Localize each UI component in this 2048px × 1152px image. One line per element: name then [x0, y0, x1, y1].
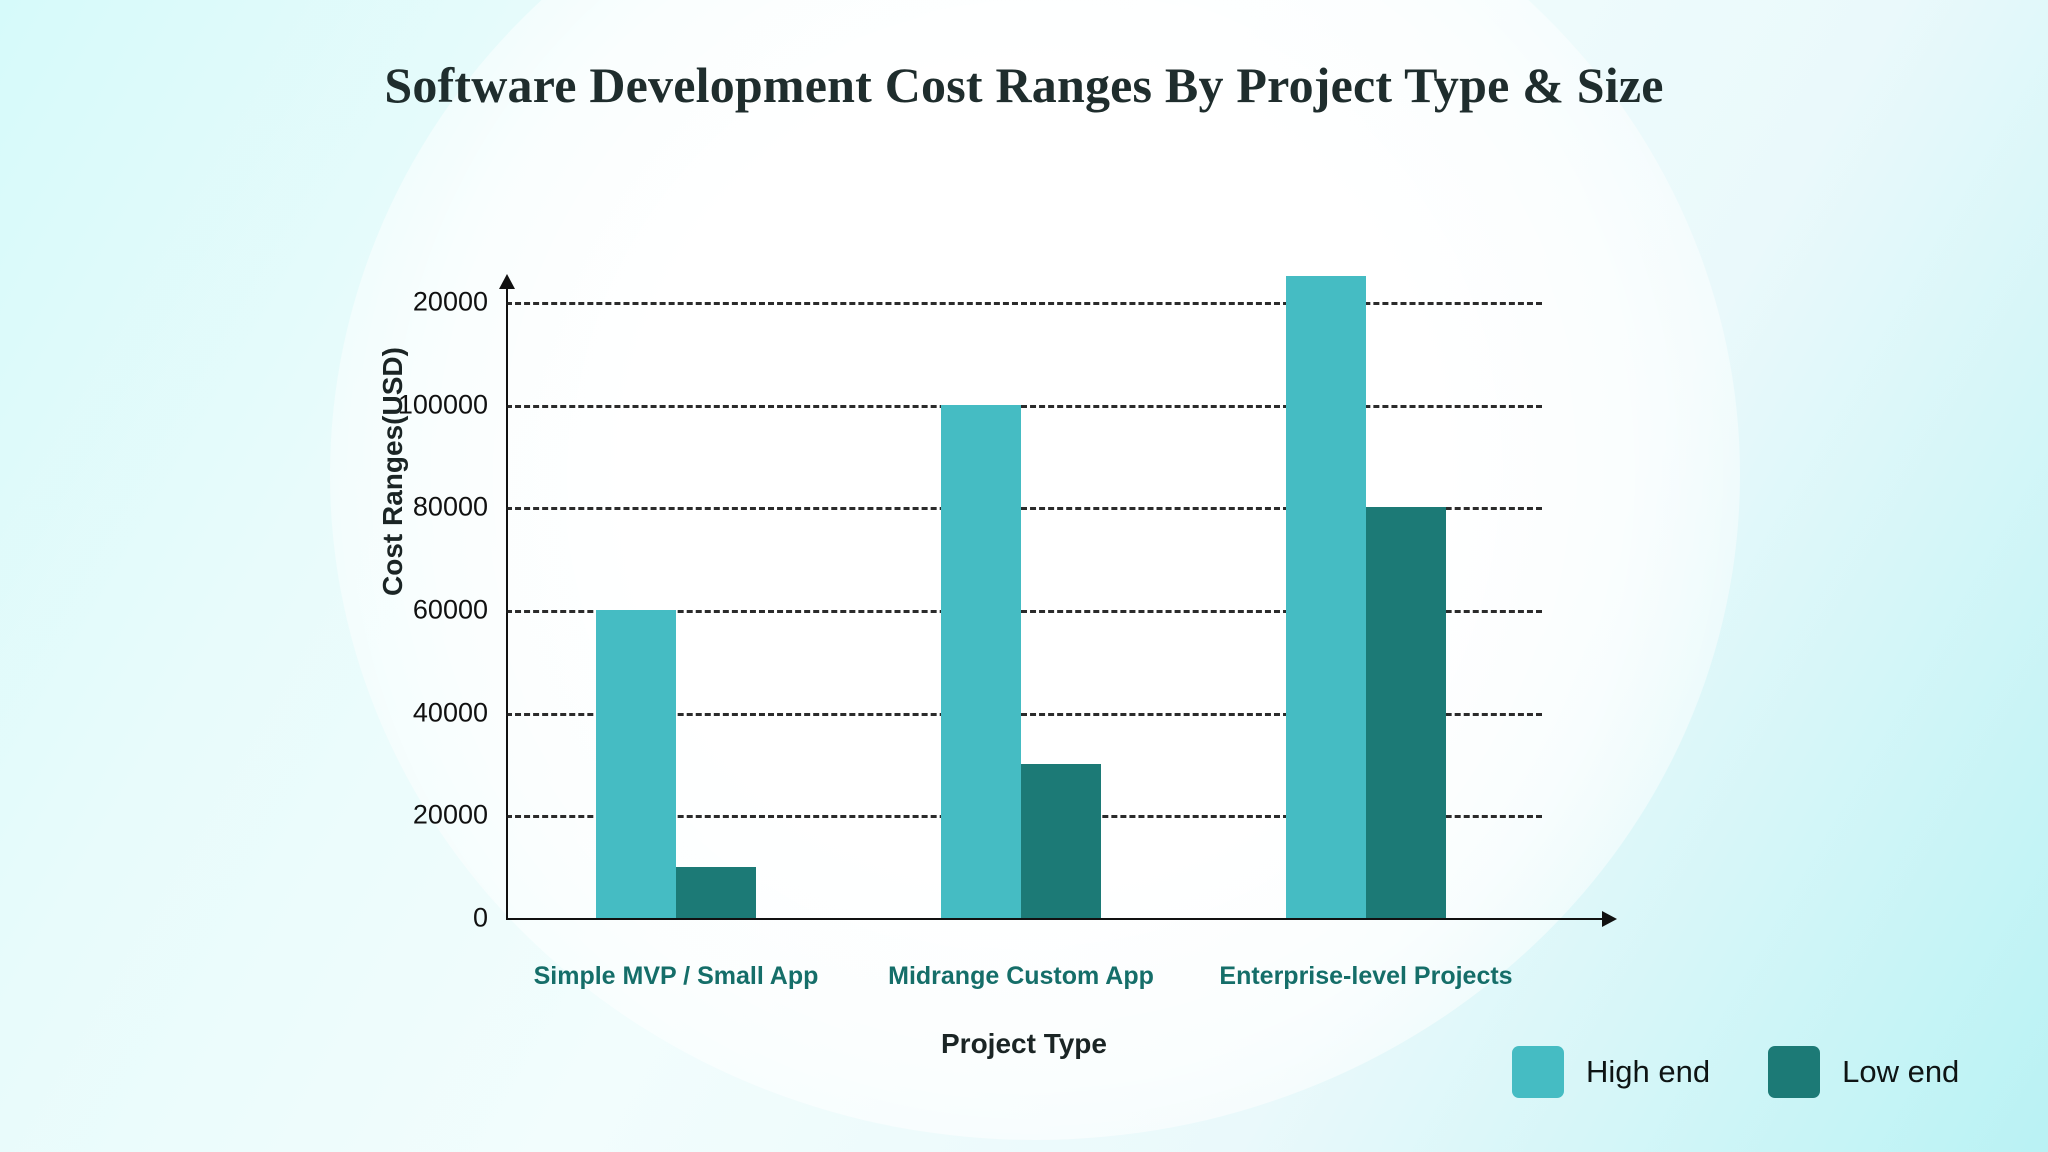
legend-item[interactable]: High end: [1512, 1046, 1710, 1098]
x-axis-title: Project Type: [941, 1028, 1107, 1059]
x-axis-category-label: Midrange Custom App: [888, 962, 1154, 990]
bar-low-end[interactable]: [1366, 507, 1446, 918]
x-axis-category-label: Simple MVP / Small App: [533, 962, 819, 990]
y-axis-tick-label: 40000: [412, 697, 488, 728]
legend-swatch-icon: [1768, 1046, 1821, 1098]
gridline: [506, 404, 1542, 408]
bar-group: [941, 288, 1101, 918]
chart-legend: High end Low end: [1512, 1046, 1959, 1098]
y-axis-tick-label: 100000: [397, 389, 488, 420]
legend-swatch-icon: [1512, 1046, 1564, 1098]
bar-high-end[interactable]: [1286, 276, 1366, 918]
legend-item[interactable]: Low end: [1768, 1046, 1959, 1098]
y-axis-tick-label: 20000: [412, 799, 488, 830]
y-axis-arrow-icon: [499, 274, 515, 289]
bar-high-end[interactable]: [941, 404, 1021, 918]
legend-label: High end: [1586, 1054, 1711, 1089]
y-axis-tick-label: 60000: [412, 594, 488, 625]
gridline: [506, 507, 1542, 511]
x-axis-line: [506, 918, 1604, 920]
y-axis-tick-labels: 20000 100000 80000 60000 40000 20000 0: [398, 287, 506, 933]
gridline: [506, 302, 1542, 305]
y-axis-tick-label: 20000: [412, 286, 488, 317]
bar-group: [1286, 276, 1446, 918]
bar-low-end[interactable]: [1021, 764, 1101, 918]
plot-area: 20000 100000 80000 60000 40000 20000 0: [398, 274, 1617, 933]
page-title: Software Development Cost Ranges By Proj…: [384, 57, 1664, 113]
bar-low-end[interactable]: [676, 866, 756, 918]
y-axis-tick-label: 80000: [412, 491, 488, 522]
x-axis-arrow-icon: [1602, 911, 1617, 927]
gridline: [506, 712, 1542, 716]
x-axis-category-label: Enterprise-level Projects: [1219, 962, 1513, 990]
gridline: [506, 610, 1542, 613]
bar-group: [596, 288, 756, 918]
legend-label: Low end: [1842, 1054, 1960, 1089]
bar-high-end[interactable]: [596, 610, 676, 918]
y-axis-line: [506, 288, 508, 920]
y-axis-tick-label: 0: [472, 902, 488, 933]
y-axis-title: Cost Ranges(USD): [377, 347, 408, 596]
